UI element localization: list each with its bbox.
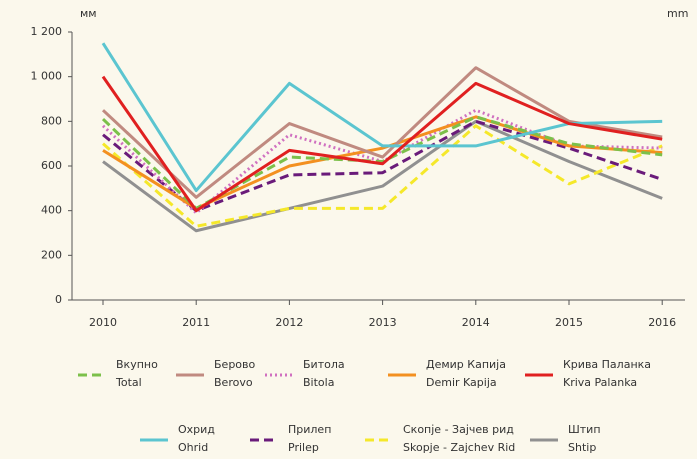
legend-label: Демир Капија (426, 358, 506, 371)
series-line (102, 119, 663, 233)
legend-label: Shtip (568, 441, 596, 454)
legend-label: Прилеп (288, 423, 331, 436)
y-tick-label: 0 (55, 293, 62, 306)
legend-label: Kriva Palanka (563, 376, 637, 389)
y-unit-left: мм (80, 7, 97, 20)
series-line (101, 75, 663, 213)
y-tick-label: 600 (41, 159, 62, 172)
legend-label: Berovo (214, 376, 253, 389)
legend-label: Bitola (303, 376, 334, 389)
x-tick-label: 2012 (275, 316, 303, 329)
series-line (102, 124, 663, 228)
legend-label: Total (115, 376, 142, 389)
x-tick-label: 2010 (89, 316, 117, 329)
legend-label: Штип (568, 423, 601, 436)
x-tick-label: 2015 (555, 316, 583, 329)
y-tick-label: 400 (41, 204, 62, 217)
y-tick-label: 200 (41, 248, 62, 261)
y-tick-label: 800 (41, 114, 62, 127)
y-tick-label: 1 000 (31, 70, 63, 83)
x-tick-label: 2016 (648, 316, 676, 329)
x-tick-label: 2011 (182, 316, 210, 329)
legend-label: Скопје - Зајчев рид (403, 423, 514, 436)
legend-label: Охрид (178, 423, 215, 436)
legend-label: Крива Паланка (563, 358, 651, 371)
legend-label: Берово (214, 358, 256, 371)
y-unit-right: mm (667, 7, 688, 20)
legend-label: Prilep (288, 441, 319, 454)
y-tick-label: 1 200 (31, 25, 63, 38)
series-line (101, 66, 663, 199)
x-tick-label: 2014 (462, 316, 490, 329)
legend-label: Demir Kapija (426, 376, 497, 389)
legend-label: Битола (303, 358, 345, 371)
legend-label: Skopje - Zajchev Rid (403, 441, 515, 454)
x-tick-label: 2013 (369, 316, 397, 329)
legend-label: Ohrid (178, 441, 208, 454)
legend-label: Вкупно (116, 358, 158, 371)
